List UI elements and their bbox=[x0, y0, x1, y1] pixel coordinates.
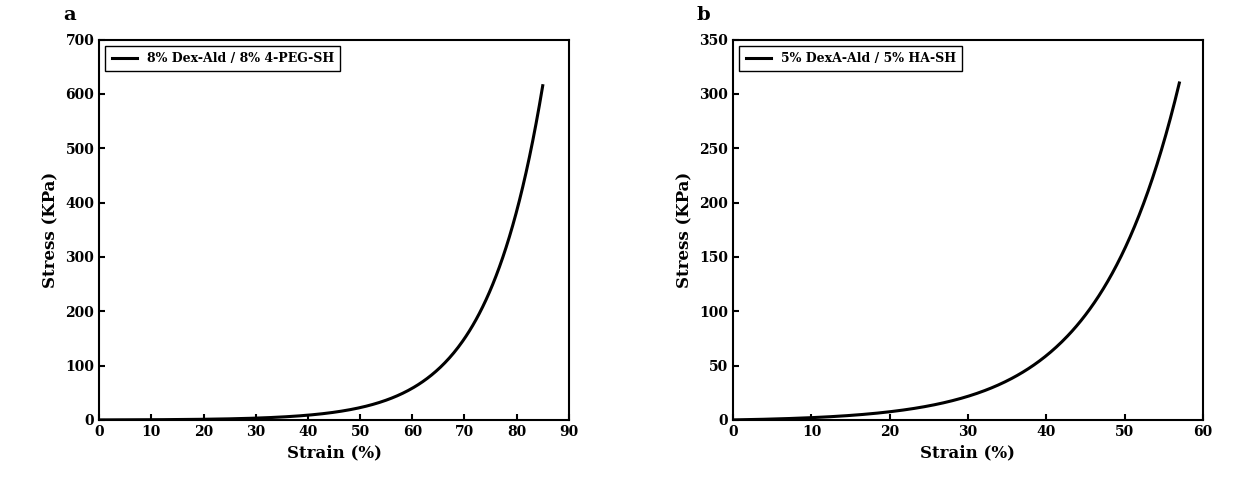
Text: a: a bbox=[63, 6, 76, 24]
Y-axis label: Stress (KPa): Stress (KPa) bbox=[677, 171, 693, 288]
X-axis label: Strain (%): Strain (%) bbox=[286, 444, 382, 461]
Y-axis label: Stress (KPa): Stress (KPa) bbox=[43, 171, 60, 288]
Text: b: b bbox=[696, 6, 709, 24]
Legend: 5% DexA-Ald / 5% HA-SH: 5% DexA-Ald / 5% HA-SH bbox=[739, 46, 962, 71]
Legend: 8% Dex-Ald / 8% 4-PEG-SH: 8% Dex-Ald / 8% 4-PEG-SH bbox=[105, 46, 340, 71]
X-axis label: Strain (%): Strain (%) bbox=[920, 444, 1016, 461]
